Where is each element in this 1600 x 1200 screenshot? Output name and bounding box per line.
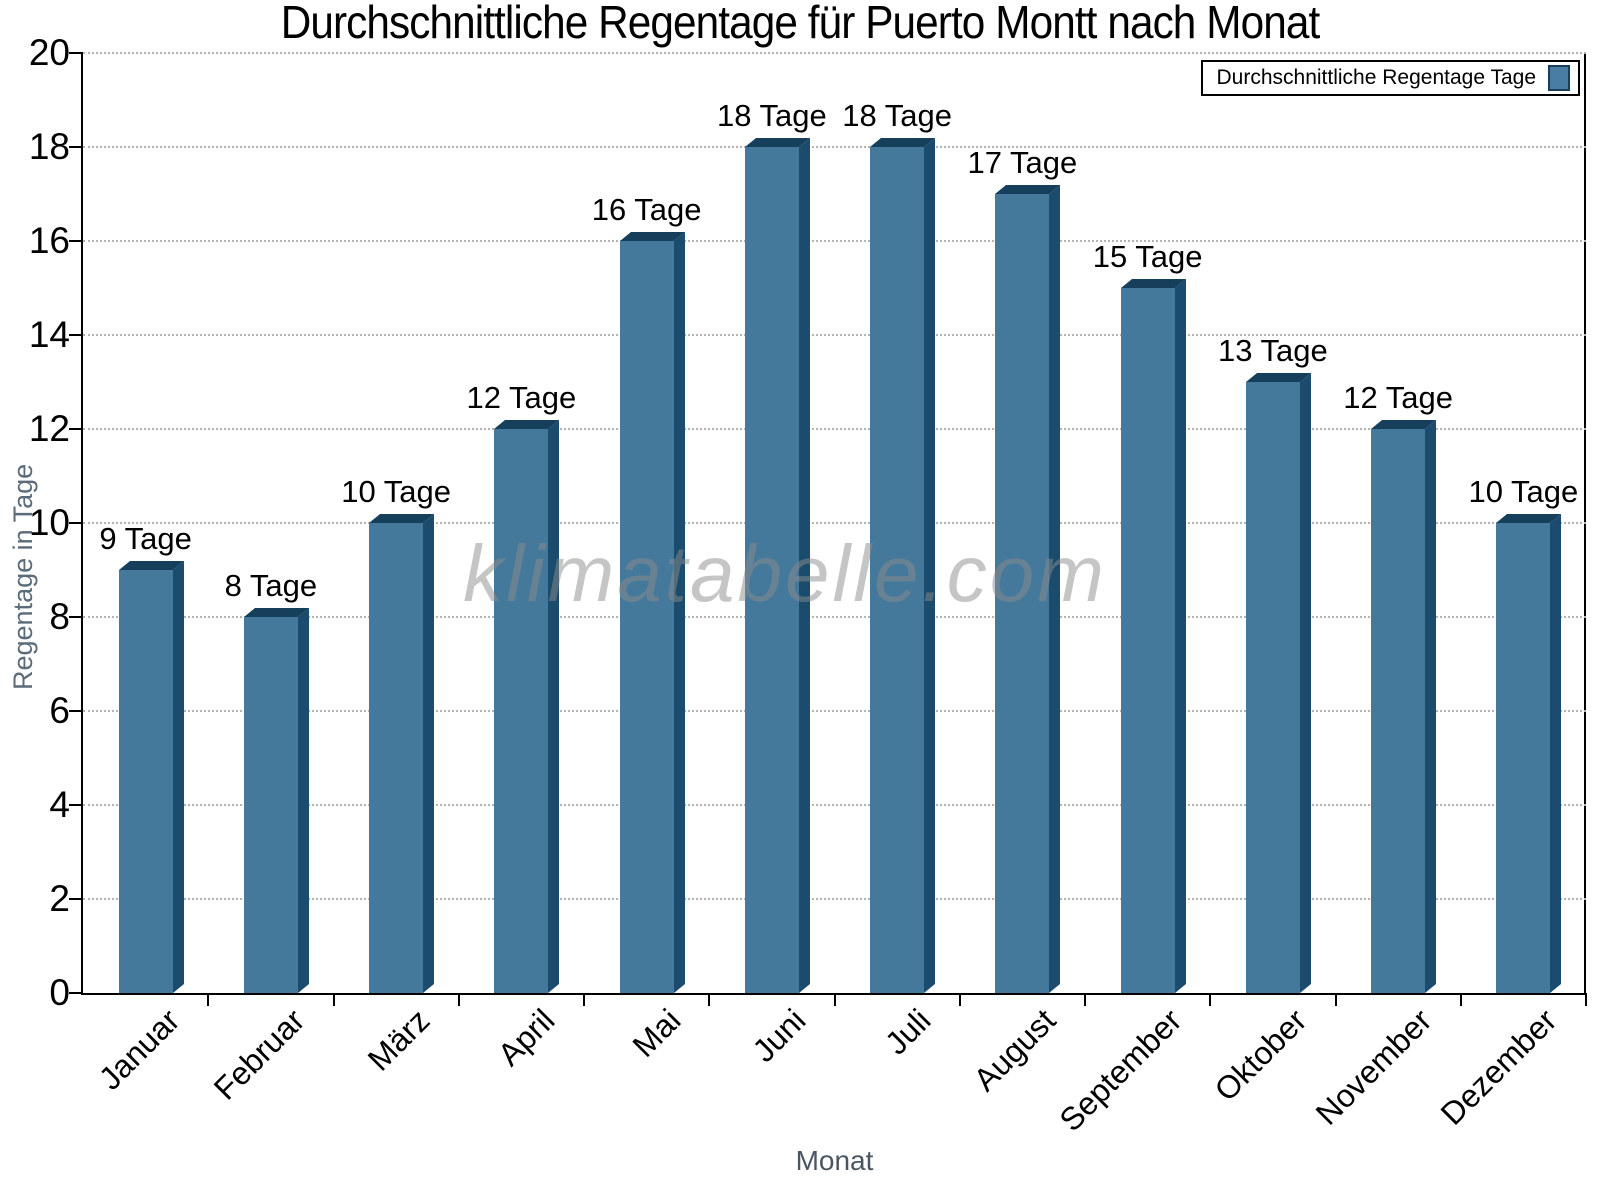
gridline bbox=[83, 334, 1586, 336]
x-tick bbox=[1084, 993, 1086, 1006]
bar-oktober bbox=[1245, 373, 1311, 993]
y-tick bbox=[69, 52, 83, 54]
bar-januar bbox=[118, 561, 184, 993]
legend-swatch-icon bbox=[1548, 65, 1570, 91]
legend-label: Durchschnittliche Regentage Tage bbox=[1216, 66, 1536, 89]
y-tick-label: 12 bbox=[28, 408, 70, 449]
right-border-line bbox=[1584, 53, 1586, 995]
y-tick-label: 6 bbox=[49, 690, 70, 731]
gridline bbox=[83, 240, 1586, 242]
bar-value-label: 18 Tage bbox=[842, 98, 952, 133]
bar-value-label: 15 Tage bbox=[1092, 239, 1203, 274]
bar-value-label: 18 Tage bbox=[716, 98, 827, 133]
y-tick bbox=[69, 146, 83, 148]
y-tick-label: 4 bbox=[49, 784, 70, 825]
y-tick-label: 16 bbox=[28, 220, 70, 261]
x-tick bbox=[1209, 993, 1212, 1006]
y-tick-label: 8 bbox=[49, 596, 70, 637]
bar-dezember bbox=[1496, 514, 1562, 993]
x-tick bbox=[833, 993, 836, 1006]
bar-juni bbox=[744, 138, 810, 993]
gridline bbox=[83, 522, 1586, 524]
bar-value-label: 9 Tage bbox=[99, 521, 192, 556]
gridline bbox=[83, 898, 1586, 900]
y-axis-line bbox=[81, 53, 83, 995]
bar-november bbox=[1371, 420, 1437, 993]
gridline bbox=[83, 710, 1586, 712]
bar-august bbox=[995, 185, 1061, 993]
x-tick bbox=[332, 993, 335, 1006]
gridline bbox=[83, 616, 1586, 618]
y-tick-label: 2 bbox=[49, 878, 70, 919]
bar-value-label: 8 Tage bbox=[224, 568, 318, 603]
x-tick bbox=[958, 993, 961, 1006]
y-tick bbox=[69, 522, 83, 524]
bar-value-label: 12 Tage bbox=[1343, 380, 1453, 415]
y-tick-label: 20 bbox=[28, 32, 70, 73]
y-tick bbox=[69, 616, 83, 618]
y-tick-label: 10 bbox=[28, 502, 70, 543]
bar-value-label: 16 Tage bbox=[591, 192, 702, 227]
bar-april bbox=[494, 420, 560, 993]
y-tick bbox=[69, 428, 83, 430]
gridline bbox=[83, 52, 1586, 54]
bar-juli bbox=[870, 138, 936, 993]
bar-value-label: 13 Tage bbox=[1217, 333, 1328, 368]
bar-februar bbox=[243, 608, 309, 993]
gridline bbox=[83, 428, 1586, 430]
x-tick bbox=[708, 993, 711, 1006]
y-tick bbox=[69, 334, 83, 336]
y-tick bbox=[69, 804, 83, 806]
bar-value-label: 17 Tage bbox=[967, 145, 1078, 180]
bar-value-label: 10 Tage bbox=[341, 474, 451, 509]
y-tick bbox=[69, 992, 83, 994]
x-tick bbox=[583, 993, 585, 1006]
gridline bbox=[83, 146, 1586, 148]
bar-mai bbox=[619, 232, 685, 993]
y-tick bbox=[69, 240, 83, 242]
x-tick bbox=[1585, 993, 1587, 1006]
x-tick bbox=[1459, 993, 1462, 1006]
y-tick-label: 18 bbox=[28, 126, 70, 167]
x-tick bbox=[457, 993, 460, 1006]
bar-value-label: 10 Tage bbox=[1468, 474, 1579, 509]
chart-title: Durchschnittliche Regentage für Puerto M… bbox=[280, 0, 1320, 48]
y-tick bbox=[69, 898, 83, 900]
x-axis-title: Monat bbox=[795, 1145, 874, 1176]
y-tick bbox=[69, 710, 83, 712]
bar-märz bbox=[369, 514, 435, 993]
x-tick bbox=[1334, 993, 1337, 1006]
x-tick bbox=[207, 993, 210, 1006]
bar-value-label: 12 Tage bbox=[466, 380, 577, 415]
legend: Durchschnittliche Regentage Tage bbox=[1200, 60, 1580, 96]
gridline bbox=[83, 804, 1586, 806]
y-tick-label: 0 bbox=[49, 972, 70, 1013]
y-tick-label: 14 bbox=[28, 314, 70, 355]
bar-september bbox=[1120, 279, 1186, 993]
